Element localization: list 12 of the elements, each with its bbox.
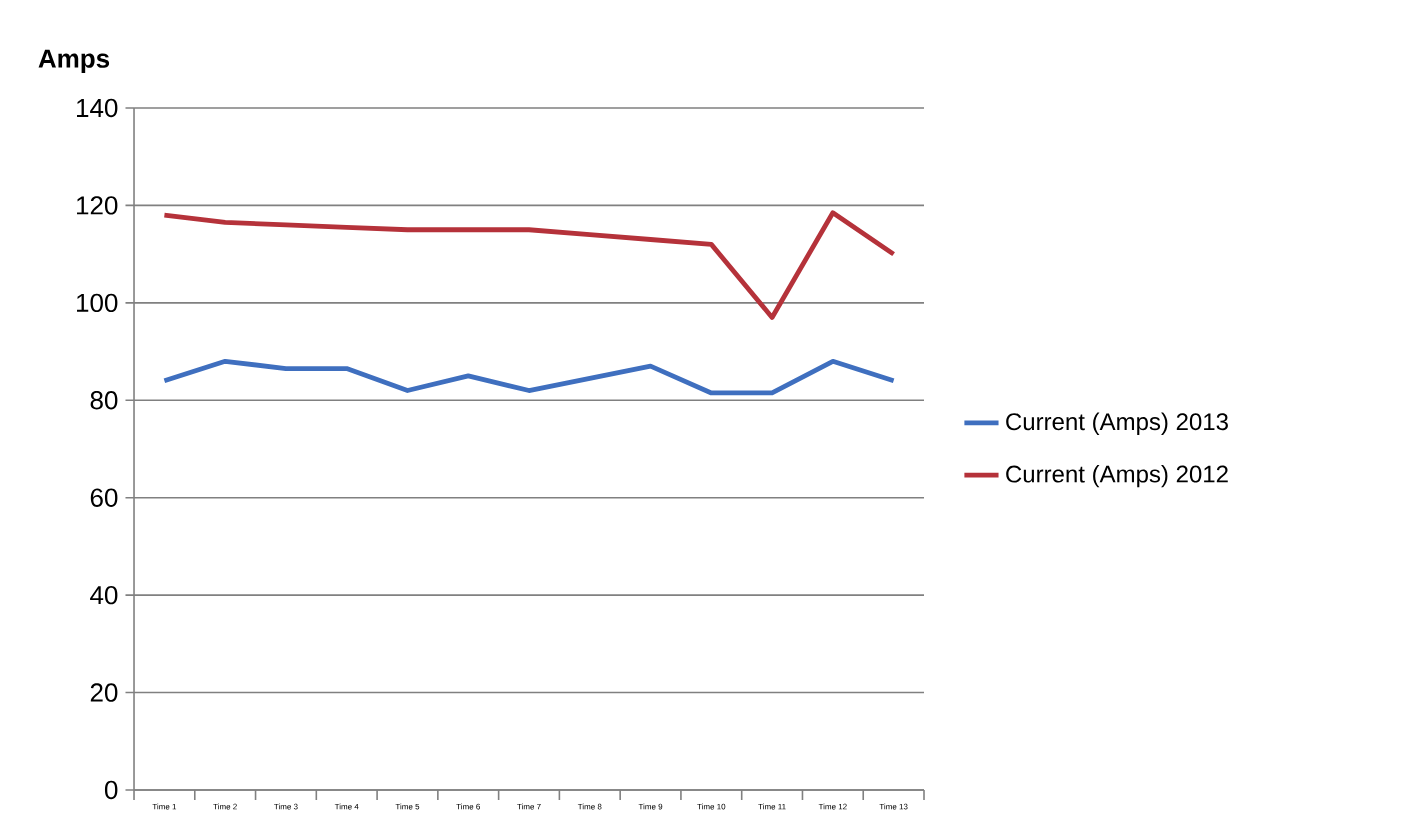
y-tick-label: 100 <box>77 293 118 313</box>
legend-label: Current (Amps) 2012 <box>1006 464 1228 488</box>
y-tick-label: 120 <box>77 196 118 215</box>
y-tick-label: 60 <box>90 488 118 507</box>
y-tick-label: 20 <box>90 683 118 702</box>
legend-label: Current (Amps) 2013 <box>1006 412 1228 435</box>
y-axis-title: Amps <box>38 49 110 73</box>
y-tick-label: 0 <box>104 780 118 800</box>
y-tick-label: 80 <box>90 391 118 410</box>
y-tick-label: 140 <box>77 98 118 118</box>
y-tick-label: 40 <box>90 585 118 605</box>
line-series <box>162 358 897 396</box>
